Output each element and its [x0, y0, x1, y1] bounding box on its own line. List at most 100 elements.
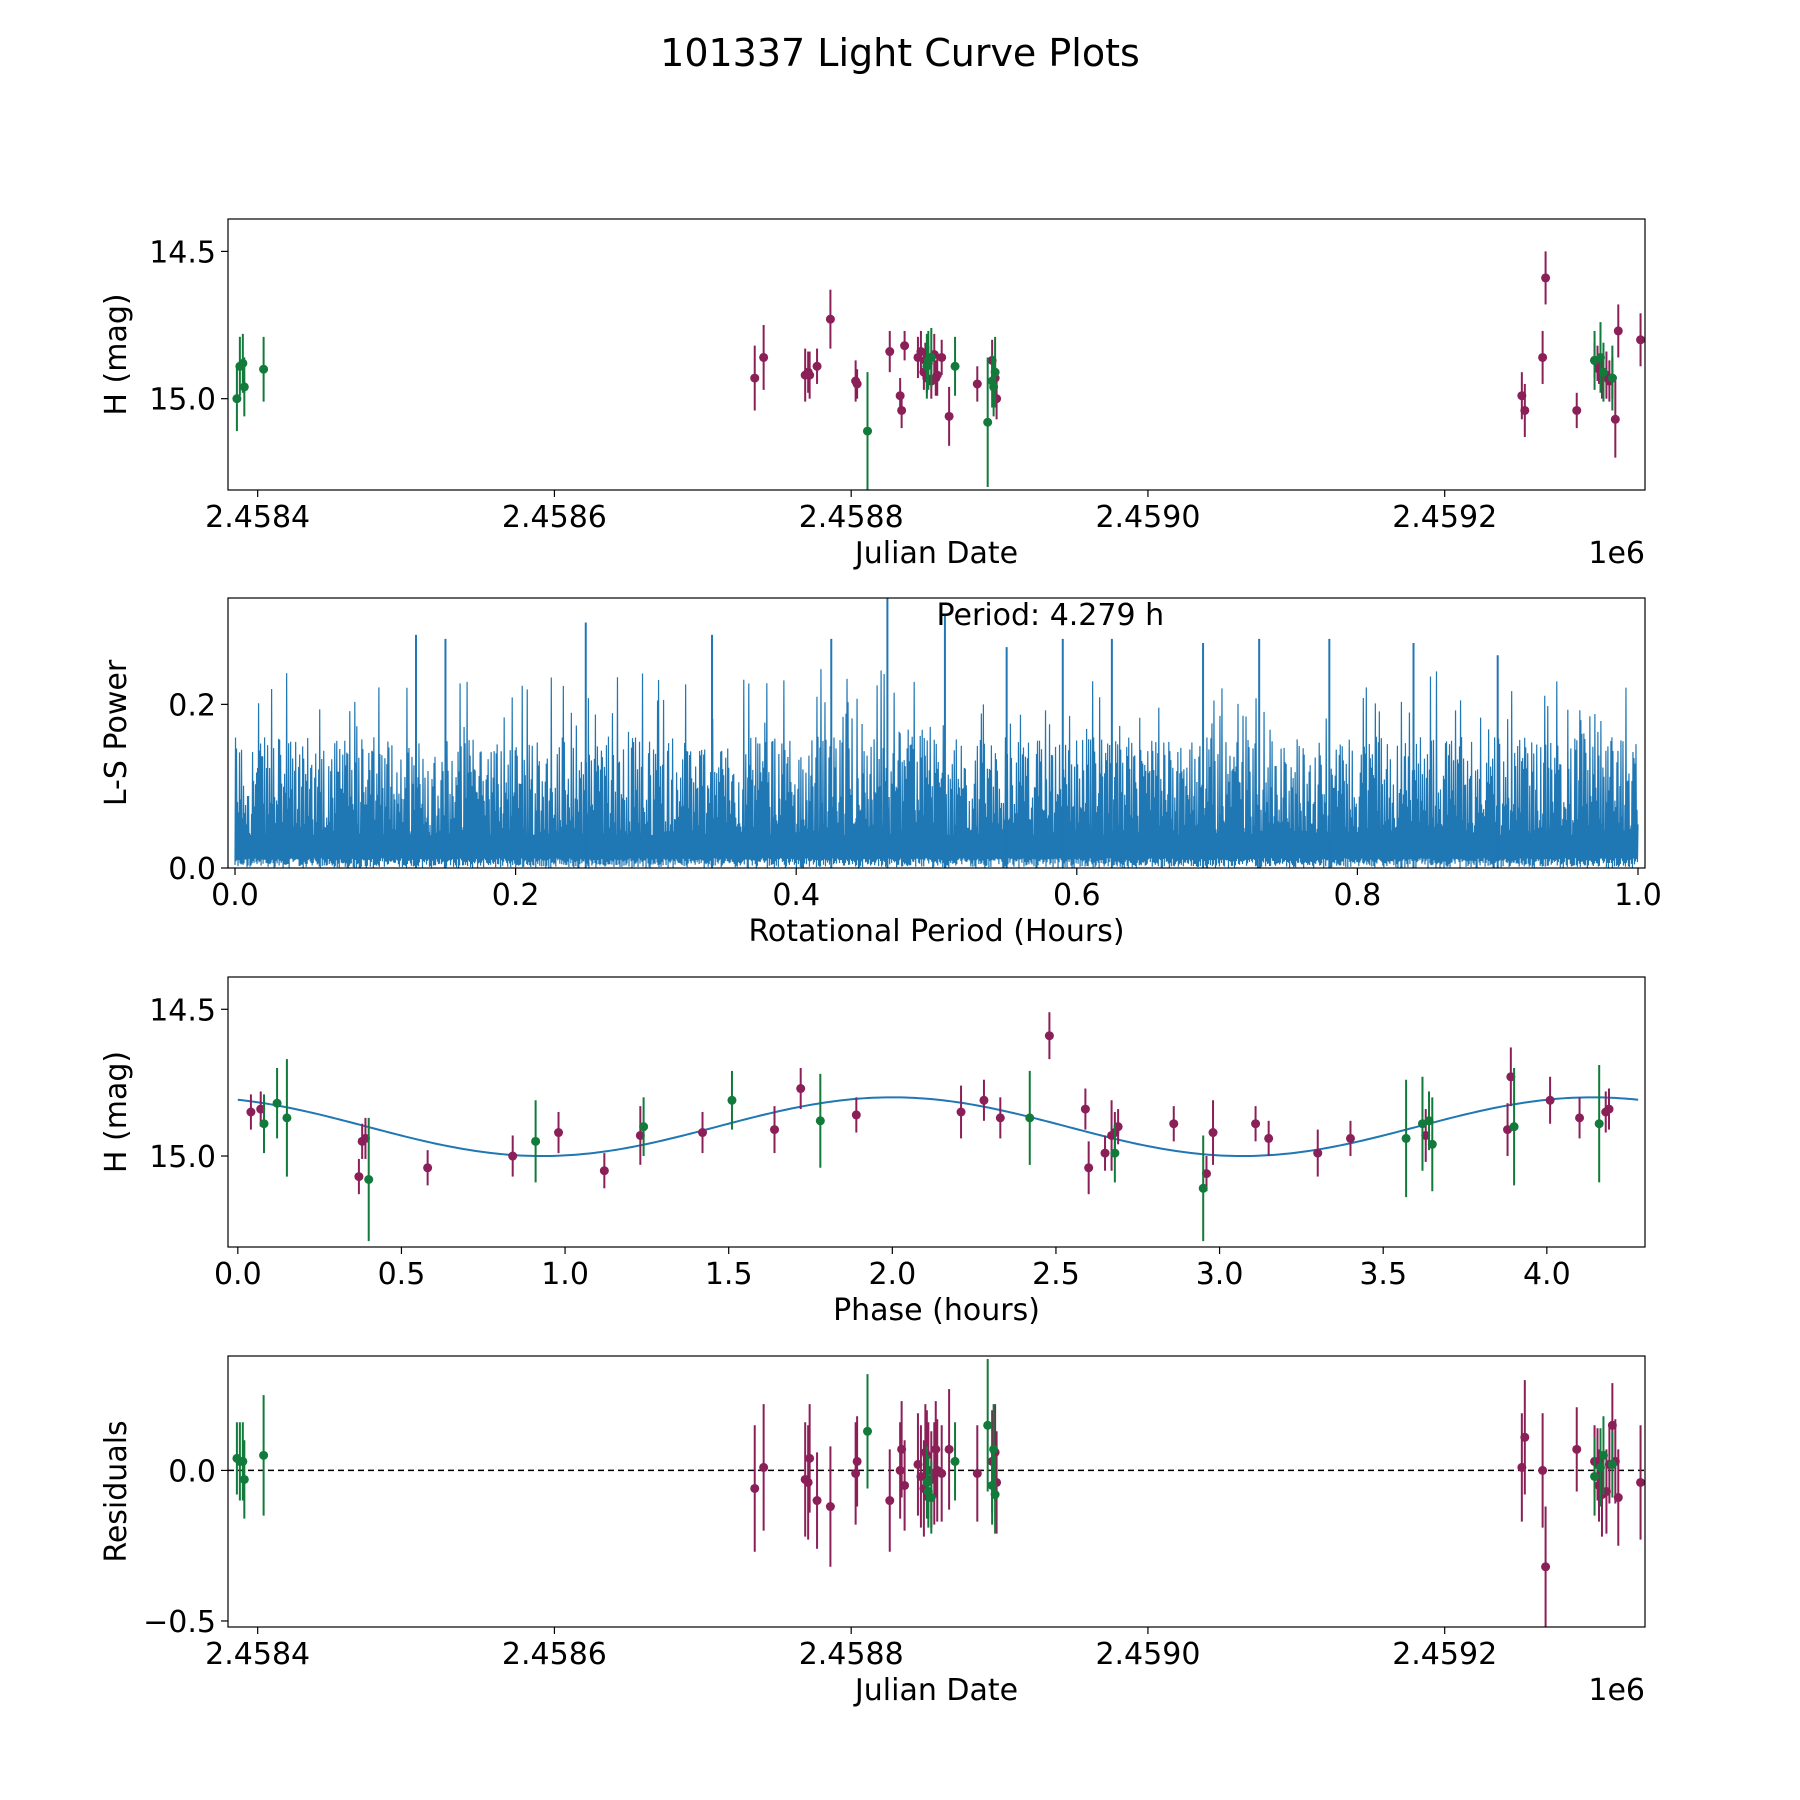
- data-point-g: [259, 1450, 269, 1460]
- data-point-g: [272, 1098, 282, 1108]
- data-point-r: [825, 314, 835, 324]
- y-tick-label: 0.0: [168, 1454, 216, 1489]
- data-point-r: [1636, 1477, 1645, 1487]
- axes-frame: [227, 1355, 1646, 1628]
- data-point-g: [259, 364, 269, 374]
- data-point-r: [852, 1456, 862, 1466]
- x-tick-label: 4.0: [1523, 1257, 1571, 1292]
- data-point-r: [246, 1107, 256, 1117]
- data-point-r: [256, 1104, 266, 1114]
- data-point-r: [750, 1483, 760, 1493]
- panel-4: 2.4584 2.4586 2.4588 2.4590 2.4592 0.0 −0.5 Jul…: [99, 1355, 1646, 1708]
- data-point-g: [639, 1122, 649, 1132]
- data-point-g: [926, 1493, 936, 1503]
- data-point-g: [863, 1426, 873, 1436]
- data-point-g: [238, 1456, 248, 1466]
- x-tick-label: 0.2: [492, 878, 540, 913]
- data-point-r: [812, 1496, 822, 1506]
- data-point-g: [922, 1477, 932, 1487]
- y-axis-label: H (mag): [99, 293, 134, 415]
- y-axis-label: Residuals: [99, 1420, 134, 1562]
- x-tick-label: 0.5: [378, 1257, 426, 1292]
- x-offset-label: 1e6: [1588, 1673, 1645, 1708]
- data-point-r: [1520, 405, 1530, 415]
- data-point-r: [979, 1095, 989, 1105]
- data-point-g: [989, 382, 999, 392]
- model-fit-curve: [237, 1096, 1639, 1158]
- data-point-r: [995, 1113, 1005, 1123]
- data-point-r: [1251, 1119, 1261, 1129]
- data-point-r: [851, 1110, 861, 1120]
- power-series-line: [234, 669, 1639, 868]
- data-point-r: [1613, 326, 1623, 336]
- data-point-g: [1401, 1133, 1411, 1143]
- y-tick-label: 14.5: [149, 993, 216, 1028]
- x-tick-label: 2.4584: [205, 500, 310, 535]
- x-tick-label: 2.4592: [1392, 500, 1497, 535]
- data-point-g: [926, 352, 936, 362]
- data-point-r: [1604, 1104, 1614, 1114]
- data-point-r: [1541, 273, 1551, 283]
- data-point-r: [1421, 1130, 1431, 1140]
- x-tick-label: 0.6: [1053, 878, 1101, 913]
- data-point-r: [1572, 405, 1582, 415]
- data-point-g: [531, 1136, 541, 1146]
- y-axis-label: L-S Power: [99, 659, 134, 806]
- data-point-r: [972, 1468, 982, 1478]
- data-point-r: [1538, 1465, 1548, 1475]
- period-annotation: Period: 4.279 h: [937, 598, 1165, 633]
- data-point-r: [423, 1163, 433, 1173]
- x-tick-label: 3.0: [1196, 1257, 1244, 1292]
- data-point-r: [972, 379, 982, 389]
- data-point-g: [1025, 1113, 1035, 1123]
- data-point-r: [759, 1462, 769, 1472]
- data-point-r: [698, 1128, 708, 1138]
- data-point-r: [1345, 1133, 1355, 1143]
- plot-area: [237, 1012, 1639, 1242]
- data-point-g: [990, 1490, 1000, 1500]
- data-point-r: [944, 411, 954, 421]
- data-point-r: [770, 1125, 780, 1135]
- plot-area: [228, 1359, 1645, 1627]
- data-point-r: [360, 1133, 370, 1143]
- data-point-g: [1110, 1148, 1120, 1158]
- data-point-r: [796, 1084, 806, 1094]
- figure-title: 101337 Light Curve Plots: [660, 31, 1140, 75]
- data-point-g: [1198, 1183, 1208, 1193]
- x-tick-label: 2.4592: [1392, 1637, 1497, 1672]
- x-tick-label: 1.0: [1614, 878, 1662, 913]
- data-point-r: [1506, 1072, 1516, 1082]
- data-point-r: [759, 352, 769, 362]
- data-point-r: [1636, 335, 1645, 345]
- x-tick-label: 2.4584: [205, 1637, 310, 1672]
- data-point-r: [1208, 1128, 1218, 1138]
- data-point-r: [916, 347, 926, 357]
- data-point-g: [983, 1420, 993, 1430]
- data-point-r: [895, 1465, 905, 1475]
- x-tick-label: 2.4588: [799, 1637, 904, 1672]
- panel-3: 0.0 0.5 1.0 1.5 2.0 2.5 3.0 3.5 4.0 15.0 14.5 Phase…: [99, 976, 1646, 1328]
- data-point-r: [932, 370, 942, 380]
- plot-area: [234, 598, 1639, 868]
- data-point-r: [1313, 1148, 1323, 1158]
- data-point-r: [750, 373, 760, 383]
- y-tick-label: 0.2: [168, 688, 216, 723]
- data-point-g: [1590, 1471, 1600, 1481]
- data-point-r: [1572, 1444, 1582, 1454]
- data-point-r: [1575, 1113, 1585, 1123]
- data-point-g: [815, 1116, 825, 1126]
- x-axis-label: Julian Date: [853, 1673, 1018, 1708]
- data-point-r: [805, 370, 815, 380]
- data-point-g: [950, 361, 960, 371]
- data-point-g: [990, 367, 1000, 377]
- x-axis-label: Rotational Period (Hours): [748, 914, 1124, 949]
- data-point-g: [1607, 373, 1617, 383]
- x-tick-label: 2.4586: [502, 1637, 607, 1672]
- x-tick-label: 0.0: [214, 1257, 262, 1292]
- data-point-r: [885, 1496, 895, 1506]
- data-point-r: [508, 1151, 518, 1161]
- data-point-g: [983, 417, 993, 427]
- data-point-r: [931, 1444, 941, 1454]
- panel-2: Period: 4.279 h 0.0 0.2 0.4 0.6 0.8 1.0 0.0 0.2 R…: [99, 597, 1662, 949]
